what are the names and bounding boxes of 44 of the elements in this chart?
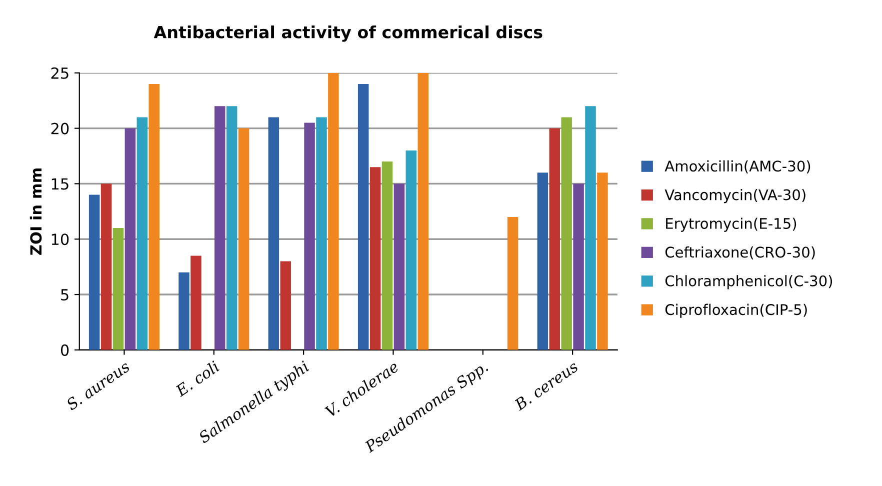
bar (573, 184, 584, 350)
legend-label: Chloramphenicol(C-30) (665, 275, 832, 290)
bar (382, 162, 393, 350)
bar (112, 228, 124, 350)
bar (561, 117, 572, 350)
bar (88, 194, 100, 350)
chart-title: Antibacterial activity of commerical discs (154, 26, 542, 42)
bar (214, 106, 226, 350)
bar (394, 184, 405, 350)
bar (190, 256, 202, 350)
legend-label: Amoxicillin(AMC-30) (664, 160, 810, 174)
y-tick-label: 0 (60, 344, 69, 356)
bar (124, 128, 136, 350)
bar (537, 172, 548, 350)
bar (549, 128, 560, 350)
legend-label: Vancomycin(VA-30) (664, 189, 806, 204)
bar (358, 84, 369, 350)
bar (100, 184, 112, 350)
legend-label: Ciprofloxacin(CIP-5) (665, 304, 807, 318)
bar (507, 216, 518, 350)
bar (418, 72, 428, 350)
bar (328, 72, 339, 350)
bar (280, 261, 291, 350)
bar (226, 106, 238, 350)
bar (136, 117, 148, 350)
legend-label: Ceftriaxone(CRO-30) (665, 246, 815, 260)
bar (585, 106, 596, 350)
bar (597, 172, 608, 350)
bar (148, 84, 160, 350)
y-tick-label: 5 (61, 289, 68, 301)
legend-label: Erytromycin(E-15) (666, 218, 796, 232)
bar (178, 272, 190, 350)
y-axis-title: ZOI in mm (30, 168, 42, 255)
y-tick-label: 15 (52, 178, 68, 190)
bar (370, 167, 381, 350)
bar (406, 150, 417, 350)
y-tick-label: 25 (51, 67, 68, 79)
bar (238, 128, 250, 350)
bar (316, 117, 327, 350)
y-tick-label: 10 (52, 234, 69, 246)
bar (304, 122, 315, 350)
x-tick-label: E. coli (174, 360, 220, 398)
bar (268, 117, 280, 350)
y-tick-label: 20 (51, 122, 69, 134)
